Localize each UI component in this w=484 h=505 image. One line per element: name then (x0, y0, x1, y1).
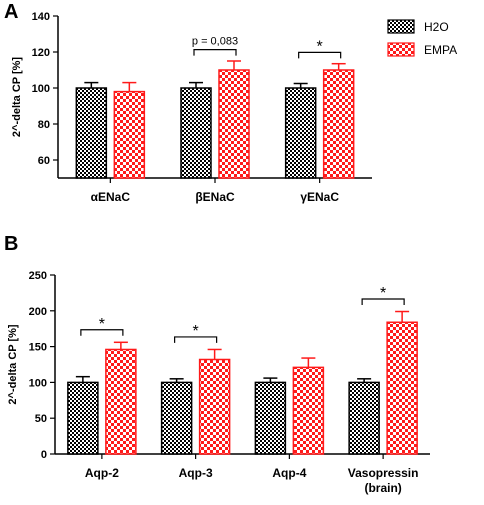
y-tick-label: 0 (41, 449, 47, 461)
bar-empa (113, 90, 146, 179)
bar-h2o (75, 87, 108, 179)
x-tick-label: γENaC (300, 190, 339, 204)
y-tick-label: 60 (38, 155, 50, 167)
bar-empa (322, 69, 355, 179)
bar-empa (198, 358, 231, 455)
x-tick-label: (brain) (364, 481, 401, 495)
significance-label: * (193, 323, 199, 340)
panel-letter: B (4, 233, 18, 255)
legend: H2O EMPA (387, 19, 457, 57)
significance-label: p = 0,083 (192, 36, 238, 48)
bar-h2o (348, 381, 380, 455)
significance-label: * (380, 285, 386, 302)
significance-label: * (317, 38, 323, 55)
legend-swatch-h2o (387, 19, 415, 34)
x-tick-label: Aqp-3 (179, 466, 213, 480)
x-tick-label: βENaC (195, 190, 235, 204)
bar-h2o (180, 87, 212, 179)
y-tick-label: 250 (29, 270, 47, 282)
significance-bracket (193, 49, 237, 56)
y-axis-title: 2^-delta CP [%] (11, 57, 23, 138)
significance-bracket (80, 329, 124, 336)
panel-b-chart: B 0 50 100 150 200 250 2^-delta CP [%] Aqp-2 * Aqp… (4, 233, 430, 495)
y-tick-label: 150 (29, 342, 47, 354)
y-tick-label: 50 (35, 413, 47, 425)
significance-bracket (361, 298, 405, 305)
bar-h2o (284, 87, 317, 179)
y-tick-label: 80 (38, 119, 50, 131)
x-tick-label: Aqp-2 (85, 466, 119, 480)
bar-empa (218, 69, 250, 179)
significance-label: * (99, 316, 105, 333)
panel-a-chart: A 60 80 100 120 140 2^-delta CP [%] αENaC βENaC p… (4, 1, 372, 204)
y-axis-title: 2^-delta CP [%] (7, 324, 19, 405)
x-tick-label: αENaC (91, 190, 131, 204)
y-tick-label: 100 (32, 83, 50, 95)
y-tick-label: 100 (29, 377, 47, 389)
y-tick-label: 200 (29, 306, 47, 318)
y-tick-label: 140 (32, 11, 50, 23)
bar-h2o (67, 381, 99, 455)
panel-letter: A (4, 1, 18, 23)
bar-empa (292, 366, 325, 455)
significance-bracket (298, 51, 342, 59)
bar-empa (105, 348, 137, 455)
legend-label-empa: EMPA (424, 43, 457, 57)
legend-swatch-empa (387, 42, 415, 57)
x-tick-label: Vasopressin (348, 466, 419, 480)
bar-h2o (160, 381, 193, 455)
bar-h2o (254, 381, 287, 455)
significance-bracket (174, 336, 218, 343)
legend-label-h2o: H2O (424, 20, 449, 34)
y-tick-label: 120 (32, 47, 50, 59)
x-tick-label: Aqp-4 (272, 466, 306, 480)
bar-empa (386, 321, 418, 455)
